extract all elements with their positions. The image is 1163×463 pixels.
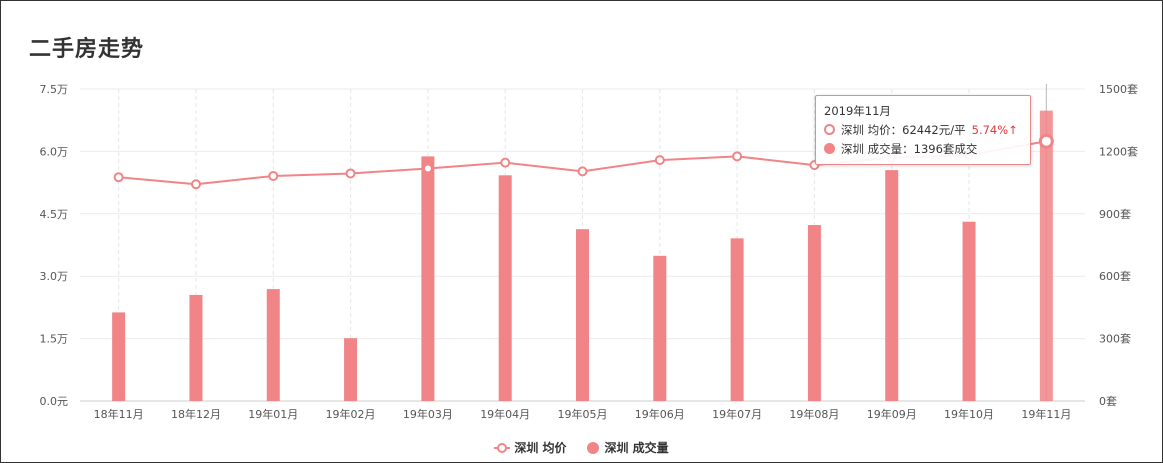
- y-right-tick-label: 600套: [1099, 270, 1131, 283]
- line-point: [1038, 133, 1054, 149]
- bar: [885, 170, 899, 401]
- tooltip-header: 2019年11月: [824, 104, 891, 118]
- y-left-tick-label: 3.0万: [40, 270, 69, 283]
- chart-legend: 深圳 均价 深圳 成交量: [0, 439, 1163, 456]
- line-point: [654, 155, 665, 166]
- bar-legend-icon: [586, 441, 599, 454]
- bar: [344, 338, 358, 401]
- tooltip-price-text: 深圳 均价：62442元/平: [841, 122, 966, 137]
- x-tick-label: 19年04月: [480, 407, 530, 421]
- x-tick-label: 19年07月: [712, 407, 762, 421]
- line-point: [113, 172, 124, 183]
- x-tick-label: 19年03月: [403, 407, 453, 421]
- x-tick-label: 18年12月: [171, 407, 221, 421]
- bar: [962, 221, 976, 401]
- tooltip-price-change: 5.74%↑: [971, 122, 1018, 137]
- bar: [807, 225, 821, 401]
- legend-label-volume: 深圳 成交量: [604, 441, 669, 455]
- x-tick-label: 19年05月: [558, 407, 608, 421]
- bar-marker-icon: [824, 143, 835, 154]
- line-point: [422, 163, 433, 174]
- y-left-tick-label: 6.0万: [40, 145, 69, 158]
- y-right-tick-label: 1200套: [1099, 145, 1138, 158]
- bar: [266, 289, 280, 401]
- legend-item-price[interactable]: 深圳 均价: [494, 439, 567, 456]
- bar: [1039, 110, 1053, 401]
- y-right-tick-label: 900套: [1099, 208, 1131, 221]
- x-tick-label: 19年06月: [635, 407, 685, 421]
- bar: [576, 229, 589, 401]
- legend-item-volume[interactable]: 深圳 成交量: [586, 439, 669, 456]
- y-left-tick-label: 4.5万: [40, 208, 69, 221]
- bar: [730, 238, 744, 401]
- page-title: 二手房走势: [29, 37, 145, 62]
- chart-tooltip: 2019年11月 深圳 均价：62442元/平 5.74%↑ 深圳 成交量：13…: [815, 95, 1031, 165]
- x-tick-label: 19年10月: [944, 407, 994, 421]
- bar: [498, 175, 512, 401]
- x-tick-label: 19年11月: [1021, 407, 1071, 421]
- y-right-tick-label: 1500套: [1099, 83, 1138, 96]
- line-point: [190, 179, 201, 190]
- bar: [421, 156, 435, 401]
- x-tick-label: 19年08月: [789, 407, 839, 421]
- y-left-tick-label: 1.5万: [40, 333, 69, 346]
- tooltip-volume-row: 深圳 成交量：1396套成交: [824, 139, 1022, 158]
- bar: [189, 294, 203, 401]
- line-point: [268, 170, 279, 181]
- line-legend-icon: [494, 442, 511, 453]
- line-point: [732, 151, 743, 162]
- x-tick-label: 19年09月: [867, 407, 917, 421]
- y-left-tick-label: 7.5万: [40, 83, 69, 96]
- tooltip-volume-text: 深圳 成交量：1396套成交: [841, 141, 978, 156]
- tooltip-price-row: 深圳 均价：62442元/平 5.74%↑: [824, 120, 1022, 139]
- y-right-tick-label: 0套: [1099, 395, 1117, 408]
- bar: [112, 312, 126, 401]
- y-left-tick-label: 0.0元: [40, 395, 69, 408]
- y-right-tick-label: 300套: [1099, 333, 1131, 346]
- bar: [653, 255, 667, 401]
- x-tick-label: 19年02月: [326, 407, 376, 421]
- line-marker-icon: [824, 124, 835, 135]
- legend-label-price: 深圳 均价: [514, 441, 567, 455]
- line-point: [577, 166, 588, 177]
- line-point: [345, 168, 356, 179]
- line-point: [500, 157, 511, 168]
- x-tick-label: 19年01月: [248, 407, 298, 421]
- x-tick-label: 18年11月: [94, 407, 144, 421]
